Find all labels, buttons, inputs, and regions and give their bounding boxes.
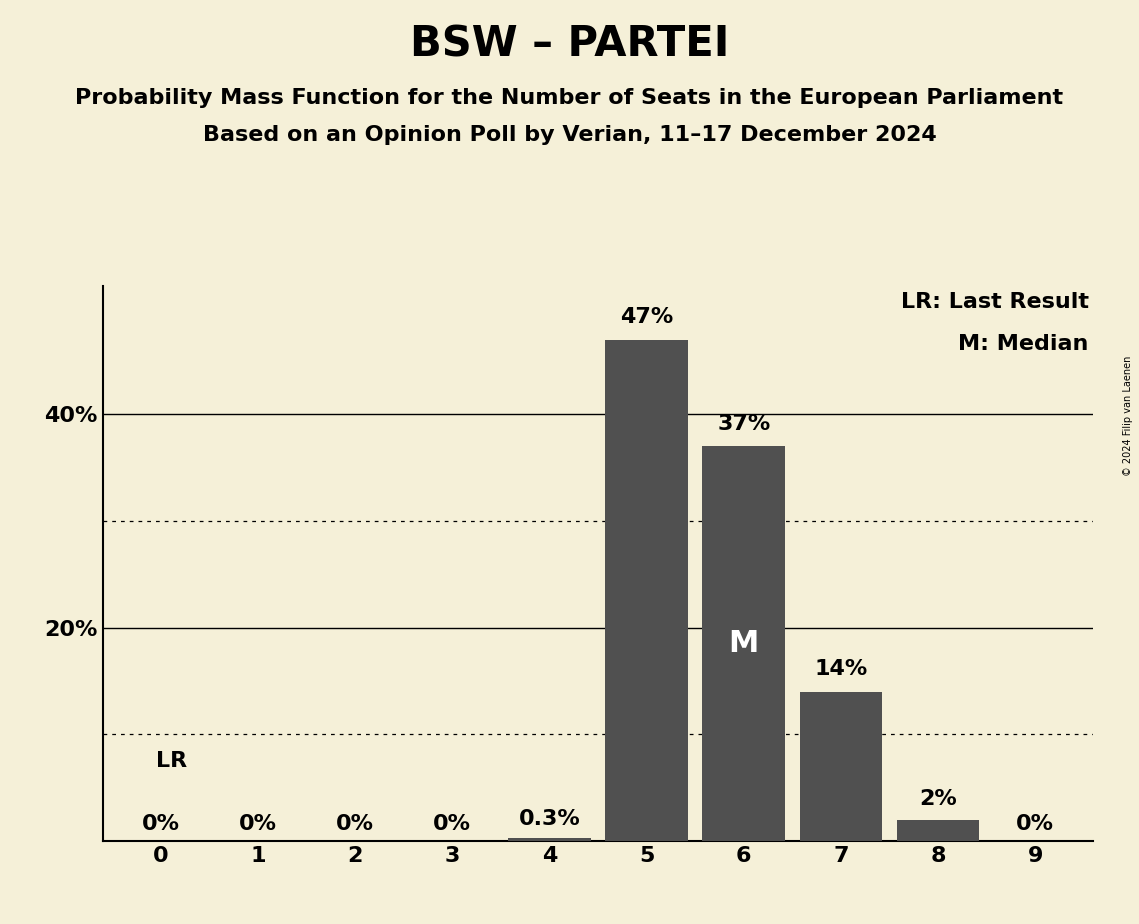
Text: BSW – PARTEI: BSW – PARTEI [410,23,729,65]
Bar [605,340,688,841]
Text: M: Median: M: Median [958,334,1089,355]
Text: 0%: 0% [239,814,277,834]
Text: Based on an Opinion Poll by Verian, 11–17 December 2024: Based on an Opinion Poll by Verian, 11–1… [203,125,936,145]
Text: LR: LR [156,751,187,771]
Text: 0.3%: 0.3% [518,809,580,829]
Text: LR: Last Result: LR: Last Result [901,292,1089,311]
Text: 47%: 47% [620,307,673,327]
Text: 14%: 14% [814,659,868,679]
Text: 0%: 0% [141,814,180,834]
Bar [800,691,882,841]
Text: 0%: 0% [1016,814,1055,834]
Text: 37%: 37% [718,414,770,433]
Bar [508,838,591,841]
Text: 0%: 0% [433,814,472,834]
Text: © 2024 Filip van Laenen: © 2024 Filip van Laenen [1123,356,1133,476]
Text: M: M [729,629,759,658]
Text: 2%: 2% [919,789,957,808]
Bar [703,446,785,841]
Bar [896,820,980,841]
Text: 0%: 0% [336,814,374,834]
Text: Probability Mass Function for the Number of Seats in the European Parliament: Probability Mass Function for the Number… [75,88,1064,108]
